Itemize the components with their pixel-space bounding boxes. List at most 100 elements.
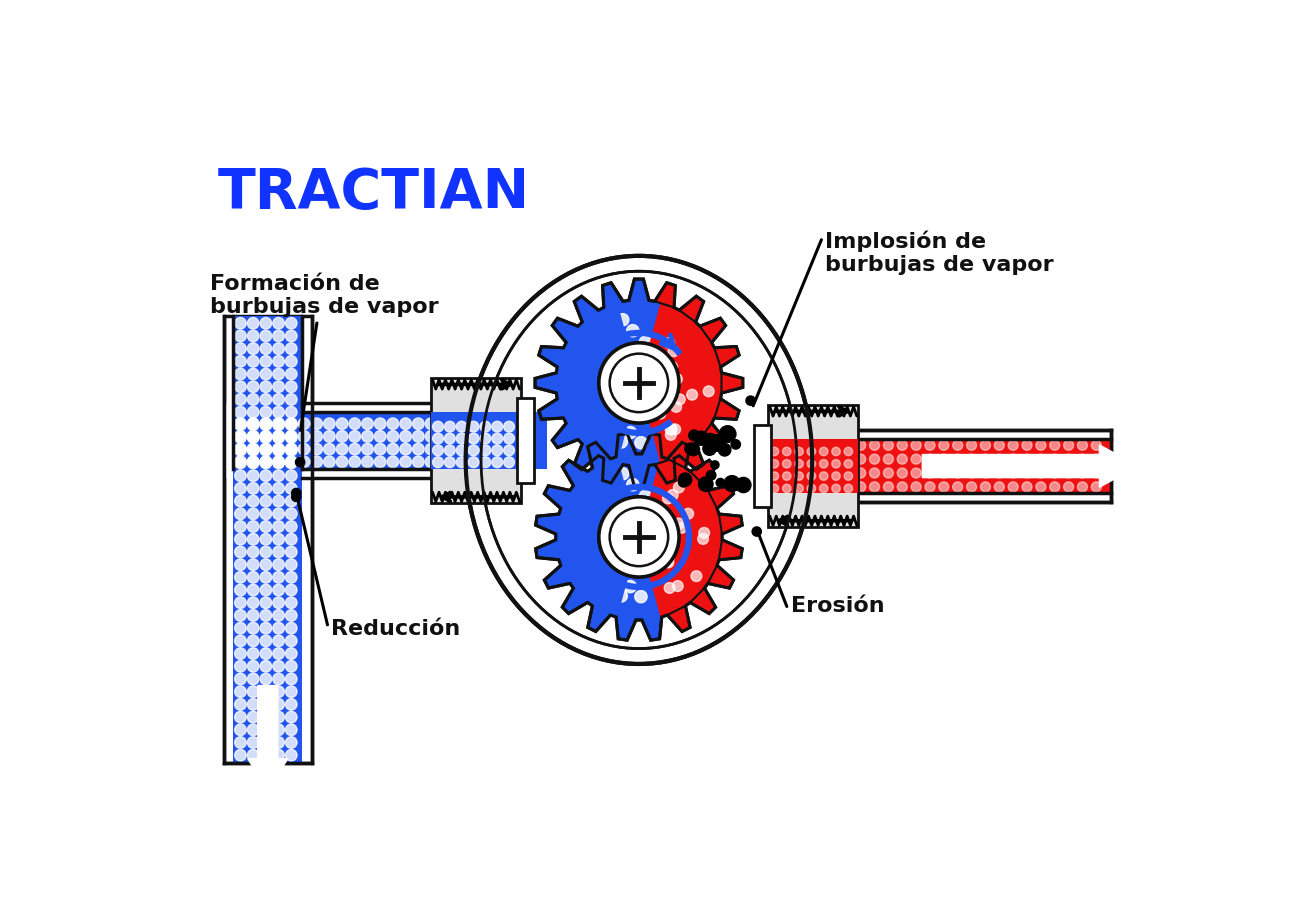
Polygon shape	[518, 398, 534, 483]
Circle shape	[619, 535, 632, 548]
Circle shape	[476, 456, 488, 467]
Circle shape	[261, 737, 271, 749]
Circle shape	[272, 698, 284, 710]
Circle shape	[831, 472, 840, 480]
Circle shape	[844, 484, 852, 493]
Circle shape	[261, 418, 271, 429]
Circle shape	[626, 478, 639, 491]
Circle shape	[616, 313, 629, 326]
Circle shape	[703, 386, 715, 396]
FancyArrow shape	[248, 686, 288, 791]
Circle shape	[438, 444, 450, 455]
Polygon shape	[719, 540, 742, 560]
Wedge shape	[639, 303, 721, 463]
Polygon shape	[768, 439, 1112, 493]
Circle shape	[856, 468, 865, 478]
Circle shape	[610, 366, 621, 379]
Circle shape	[261, 635, 271, 646]
Circle shape	[248, 711, 259, 723]
Circle shape	[457, 445, 467, 456]
Circle shape	[272, 381, 284, 393]
Circle shape	[292, 488, 301, 498]
Wedge shape	[556, 303, 639, 463]
Circle shape	[939, 482, 949, 492]
Circle shape	[272, 394, 284, 405]
Circle shape	[659, 518, 671, 530]
Polygon shape	[233, 412, 521, 469]
Polygon shape	[233, 412, 302, 469]
Circle shape	[248, 635, 259, 646]
Circle shape	[463, 444, 475, 455]
Polygon shape	[708, 565, 734, 588]
Circle shape	[261, 711, 271, 723]
Circle shape	[375, 418, 387, 429]
Circle shape	[624, 426, 637, 439]
Circle shape	[285, 559, 297, 571]
Circle shape	[615, 436, 628, 448]
Circle shape	[869, 440, 879, 450]
Circle shape	[610, 508, 668, 566]
Circle shape	[324, 456, 335, 467]
Circle shape	[910, 468, 921, 478]
Circle shape	[568, 385, 580, 398]
Circle shape	[615, 507, 626, 519]
Circle shape	[856, 454, 865, 464]
Polygon shape	[224, 403, 311, 478]
Circle shape	[827, 482, 838, 492]
Circle shape	[716, 478, 725, 487]
Circle shape	[953, 440, 962, 450]
Circle shape	[598, 389, 610, 402]
Circle shape	[412, 431, 424, 442]
Circle shape	[612, 571, 625, 582]
Polygon shape	[233, 316, 302, 762]
Circle shape	[457, 433, 467, 444]
Circle shape	[272, 343, 284, 354]
Circle shape	[663, 341, 676, 353]
Circle shape	[564, 368, 576, 381]
Circle shape	[820, 484, 827, 493]
Circle shape	[272, 572, 284, 583]
Circle shape	[235, 419, 246, 431]
Circle shape	[235, 457, 246, 468]
Circle shape	[261, 355, 271, 367]
Polygon shape	[690, 588, 716, 614]
Circle shape	[827, 454, 838, 464]
Circle shape	[773, 454, 782, 464]
Circle shape	[272, 483, 284, 494]
Circle shape	[601, 383, 613, 395]
Circle shape	[667, 362, 677, 373]
Circle shape	[599, 561, 612, 573]
Circle shape	[898, 440, 908, 450]
Circle shape	[272, 750, 284, 761]
Circle shape	[492, 421, 503, 432]
Circle shape	[1008, 454, 1018, 464]
Circle shape	[445, 421, 455, 432]
Circle shape	[425, 444, 437, 455]
Circle shape	[660, 355, 673, 367]
Wedge shape	[639, 457, 721, 616]
Circle shape	[480, 445, 490, 456]
Circle shape	[480, 433, 490, 444]
Circle shape	[966, 482, 977, 492]
Circle shape	[648, 504, 660, 515]
Circle shape	[1049, 454, 1060, 464]
Circle shape	[272, 444, 284, 455]
Circle shape	[261, 343, 271, 354]
Circle shape	[248, 456, 259, 467]
Circle shape	[235, 368, 246, 380]
Circle shape	[285, 432, 297, 444]
Circle shape	[235, 444, 246, 455]
Circle shape	[603, 375, 615, 387]
Circle shape	[468, 421, 479, 432]
Circle shape	[272, 419, 284, 431]
Circle shape	[1049, 440, 1060, 450]
Circle shape	[235, 406, 246, 418]
Circle shape	[324, 444, 335, 455]
Circle shape	[602, 503, 613, 515]
Circle shape	[285, 318, 297, 329]
Circle shape	[261, 331, 271, 341]
Circle shape	[925, 482, 935, 492]
Circle shape	[349, 431, 361, 442]
Circle shape	[676, 522, 687, 533]
Circle shape	[272, 520, 284, 532]
